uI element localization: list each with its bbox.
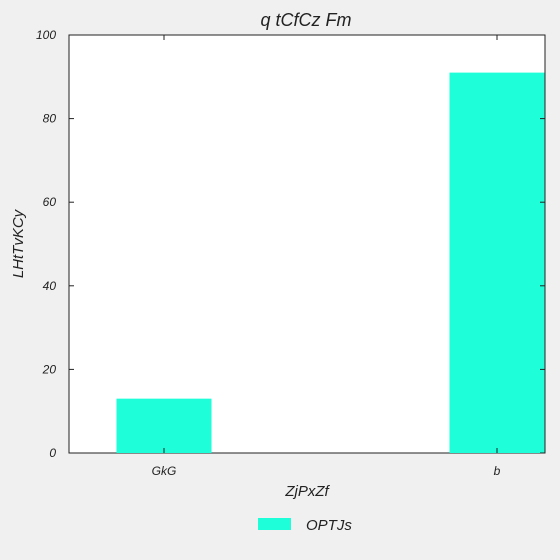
- y-axis-ticks: 0 20 40 60 80 100: [36, 28, 545, 460]
- x-axis-label: ZjPxZf: [284, 483, 330, 500]
- chart-title: q tCfCz Fm: [260, 10, 351, 30]
- y-tick-label: 60: [43, 195, 57, 209]
- legend-label: OPTJs: [306, 517, 352, 534]
- bars-group: [116, 72, 545, 454]
- y-axis-label: LHtTvKCy: [10, 208, 27, 278]
- y-tick-label: 0: [49, 446, 56, 460]
- x-tick-label: GkG: [152, 464, 177, 478]
- bar-gkg: [116, 398, 212, 453]
- y-tick-label: 20: [42, 362, 57, 376]
- legend: OPTJs: [258, 517, 352, 534]
- y-tick-label: 100: [36, 28, 56, 42]
- x-axis-ticks: GkG b: [152, 35, 501, 478]
- y-tick-label: 80: [43, 112, 57, 126]
- bar-b: [449, 72, 545, 454]
- y-tick-label: 40: [43, 279, 57, 293]
- x-tick-label: b: [494, 464, 501, 478]
- legend-swatch: [258, 518, 291, 530]
